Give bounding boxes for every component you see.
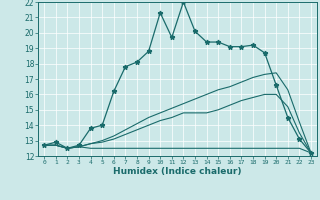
- X-axis label: Humidex (Indice chaleur): Humidex (Indice chaleur): [113, 167, 242, 176]
